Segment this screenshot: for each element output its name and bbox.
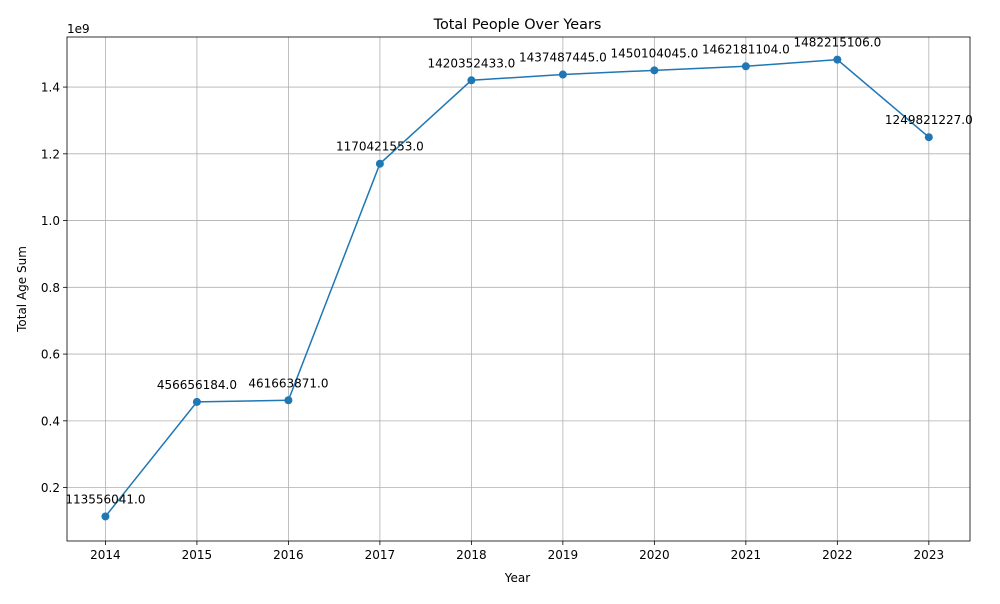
series-layer	[101, 55, 933, 521]
y-axis-label: Total Age Sum	[15, 246, 29, 333]
y-tick-label: 0.4	[41, 414, 60, 428]
x-tick-label: 2015	[182, 548, 213, 562]
y-tick-label: 0.8	[41, 281, 60, 295]
plot-frame	[66, 36, 971, 542]
series-line	[104, 58, 930, 517]
data-label: 113556041.0	[65, 492, 145, 506]
y-tick-label: 0.6	[41, 348, 60, 362]
data-point	[101, 512, 110, 521]
y-tick-label: 1.0	[41, 214, 60, 228]
data-point	[924, 133, 933, 142]
point-labels-layer: 113556041.0 456656184.0 461663871.0 1170421…	[65, 36, 972, 507]
y-tick-label: 1.2	[41, 147, 60, 161]
data-label: 1450104045.0	[610, 46, 698, 60]
data-label: 461663871.0	[248, 376, 328, 390]
x-tick-label: 2018	[456, 548, 487, 562]
axes-layer: 2014 2015 2016 2017 2018 2019 2020 2021 2022 2023…	[41, 36, 971, 562]
chart-title: Total People Over Years	[433, 17, 602, 33]
data-point	[467, 76, 476, 85]
data-label: 456656184.0	[157, 378, 237, 392]
data-point	[284, 396, 293, 405]
x-tick-label: 2017	[365, 548, 396, 562]
grid-layer	[67, 37, 970, 541]
data-label: 1437487445.0	[519, 51, 607, 65]
data-point	[833, 55, 842, 64]
data-label: 1249821227.0	[885, 113, 973, 127]
data-point	[558, 70, 567, 79]
data-point	[741, 62, 750, 71]
data-label: 1170421553.0	[336, 140, 424, 154]
data-point	[650, 66, 659, 75]
x-tick-label: 2021	[731, 548, 762, 562]
x-tick-label: 2014	[90, 548, 121, 562]
x-axis-label: Year	[504, 571, 530, 585]
x-tick-label: 2022	[822, 548, 853, 562]
data-label: 1420352433.0	[427, 56, 515, 70]
y-tick-label: 0.2	[41, 481, 60, 495]
x-tick-label: 2020	[639, 548, 670, 562]
x-tick-label: 2023	[914, 548, 945, 562]
x-tick-label: 2016	[273, 548, 304, 562]
data-label: 1462181104.0	[702, 42, 790, 56]
data-point	[375, 159, 384, 168]
data-label: 1482215106.0	[793, 36, 881, 50]
y-axis-offset-label: 1e9	[67, 22, 90, 36]
y-tick-label: 1.4	[41, 81, 60, 95]
x-tick-label: 2019	[548, 548, 579, 562]
data-point	[192, 397, 201, 406]
